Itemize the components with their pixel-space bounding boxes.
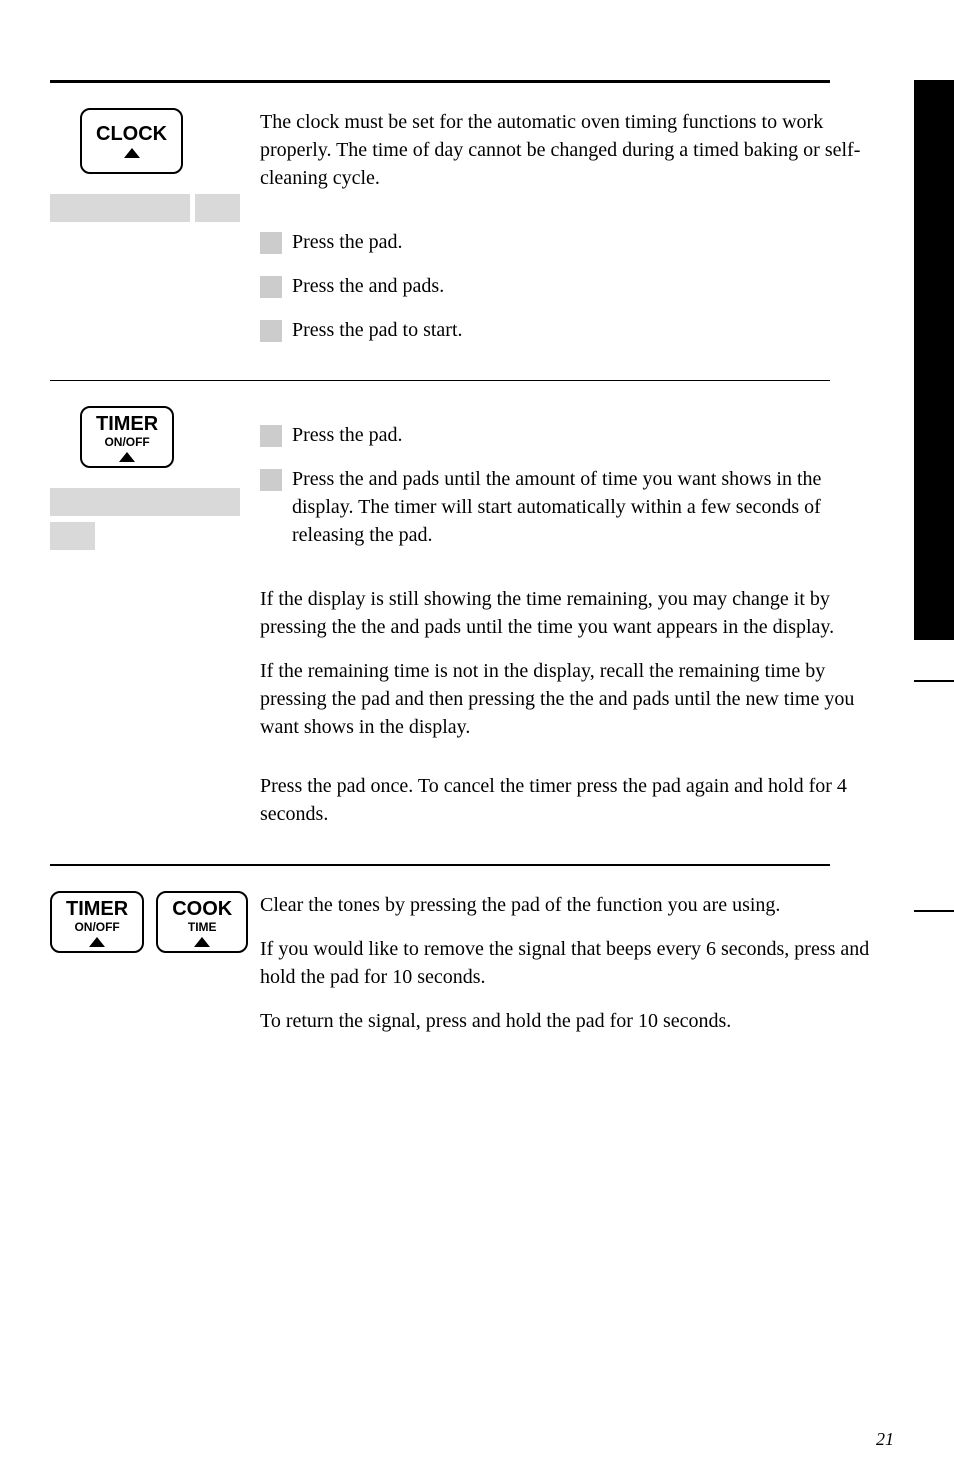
timer-main-label-2: TIMER xyxy=(66,899,128,919)
timer-button: TIMER ON/OFF xyxy=(80,406,174,468)
step-marker xyxy=(260,232,282,254)
step-marker xyxy=(260,276,282,298)
cook-triangle xyxy=(172,937,232,947)
timer-sub-label: ON/OFF xyxy=(96,436,158,448)
cook-section: TIMER ON/OFF COOK TIME Clear the tones b… xyxy=(50,891,904,1051)
clock-step-1-text: Press the pad. xyxy=(292,228,874,256)
timer-para-1: If the display is still showing the time… xyxy=(260,585,874,641)
clock-step-2-text: Press the and pads. xyxy=(292,272,874,300)
timer-para-2: If the remaining time is not in the disp… xyxy=(260,657,874,741)
timer-para-3: Press the pad once. To cancel the timer … xyxy=(260,772,874,828)
timer-button-2: TIMER ON/OFF xyxy=(50,891,144,953)
timer-main-label: TIMER xyxy=(96,414,158,434)
timer-step-1: Press the pad. xyxy=(260,421,874,449)
clock-step-3: Press the pad to start. xyxy=(260,316,874,344)
timer-step-1-text: Press the pad. xyxy=(292,421,874,449)
timer-left-col: TIMER ON/OFF xyxy=(50,406,260,844)
divider-2 xyxy=(50,864,830,866)
cook-para-1: Clear the tones by pressing the pad of t… xyxy=(260,891,874,919)
timer-step-2: Press the and pads until the amount of t… xyxy=(260,465,874,549)
clock-intro: The clock must be set for the automatic … xyxy=(260,108,874,192)
timer-right-col: Press the pad. Press the and pads until … xyxy=(260,406,904,844)
clock-gray-row xyxy=(50,194,240,222)
page-number: 21 xyxy=(876,1429,894,1450)
side-divider-2 xyxy=(914,910,954,912)
clock-step-2: Press the and pads. xyxy=(260,272,874,300)
clock-section: CLOCK The clock must be set for the auto… xyxy=(50,108,904,360)
clock-button: CLOCK xyxy=(80,108,183,174)
cook-para-3: To return the signal, press and hold the… xyxy=(260,1007,874,1035)
cook-right-col: Clear the tones by pressing the pad of t… xyxy=(260,891,904,1051)
clock-triangle xyxy=(96,148,167,158)
timer-sub-label-2: ON/OFF xyxy=(66,921,128,933)
top-rule xyxy=(50,80,830,83)
cook-left-col: TIMER ON/OFF COOK TIME xyxy=(50,891,260,1051)
divider-1 xyxy=(50,380,830,381)
clock-step-3-text: Press the pad to start. xyxy=(292,316,874,344)
clock-left-col: CLOCK xyxy=(50,108,260,360)
clock-gray-1 xyxy=(50,194,190,222)
timer-section: TIMER ON/OFF Press the pad. Press the an… xyxy=(50,406,904,844)
clock-label: CLOCK xyxy=(96,123,167,145)
cook-para-2: If you would like to remove the signal t… xyxy=(260,935,874,991)
timer-step-2-text: Press the and pads until the amount of t… xyxy=(292,465,874,549)
cook-button: COOK TIME xyxy=(156,891,248,953)
cook-sub-label: TIME xyxy=(172,921,232,933)
side-divider-1 xyxy=(914,680,954,682)
step-marker xyxy=(260,469,282,491)
clock-gray-2 xyxy=(195,194,240,222)
clock-right-col: The clock must be set for the automatic … xyxy=(260,108,904,360)
timer-triangle xyxy=(96,452,158,462)
step-marker xyxy=(260,320,282,342)
clock-step-1: Press the pad. xyxy=(260,228,874,256)
timer-triangle-2 xyxy=(66,937,128,947)
step-marker xyxy=(260,425,282,447)
cook-button-row: TIMER ON/OFF COOK TIME xyxy=(50,891,240,953)
side-black-tab xyxy=(914,80,954,640)
cook-main-label: COOK xyxy=(172,899,232,919)
timer-gray-2 xyxy=(50,522,95,550)
timer-gray-1 xyxy=(50,488,240,516)
